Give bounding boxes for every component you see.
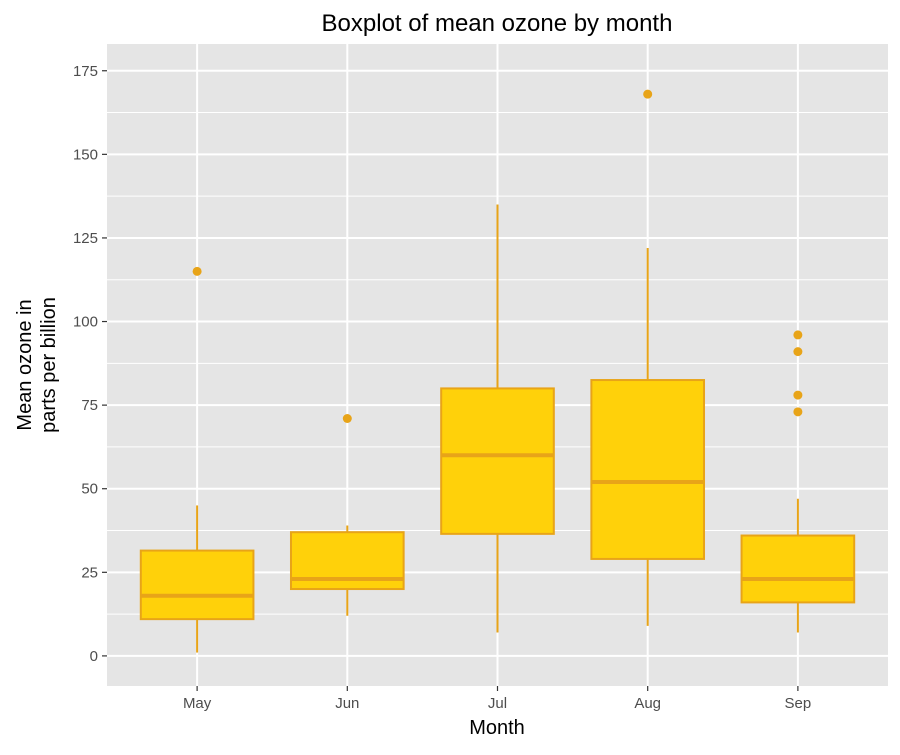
box-group-sep — [740, 330, 856, 633]
y-tick-label: 75 — [81, 397, 98, 414]
x-tick-label: Jul — [488, 695, 507, 712]
y-tick-label: 125 — [73, 230, 98, 247]
outlier-point — [643, 89, 653, 99]
y-tick-label: 50 — [81, 481, 98, 498]
box-group-may — [139, 266, 255, 653]
x-tick-label: Jun — [335, 695, 359, 712]
box-group-jul — [440, 204, 555, 633]
y-tick-label: 175 — [73, 63, 98, 80]
x-tick-label: May — [183, 695, 212, 712]
outlier-point — [192, 266, 202, 276]
iqr-box — [440, 387, 555, 535]
outlier-point — [342, 414, 352, 423]
y-tick-label: 0 — [90, 648, 98, 665]
chart-title: Boxplot of mean ozone by month — [322, 10, 673, 37]
outlier-point — [793, 407, 803, 417]
box-group-aug — [590, 89, 706, 626]
iqr-box — [590, 379, 706, 560]
outlier-point — [793, 330, 803, 340]
box-group-jun — [289, 414, 405, 616]
y-tick-label: 25 — [81, 564, 98, 581]
y-tick-label: 100 — [73, 314, 98, 331]
y-axis-title-line-1: Mean ozone in — [14, 299, 36, 430]
y-axis-title: Mean ozone in parts per billion — [14, 297, 60, 433]
x-axis-title: Month — [469, 717, 525, 739]
x-tick-label: Sep — [785, 695, 812, 712]
outlier-point — [793, 347, 803, 357]
x-tick-label: Aug — [634, 695, 661, 712]
outlier-point — [793, 390, 803, 400]
iqr-box — [139, 549, 255, 621]
axes: 0 25 50 75 100 125 150 175 May Jun Jul Aug Sep — [73, 63, 811, 712]
y-axis-title-line-2: parts per billion — [38, 297, 60, 433]
boxes — [139, 89, 856, 653]
iqr-box — [740, 534, 856, 604]
y-tick-label: 150 — [73, 146, 98, 163]
